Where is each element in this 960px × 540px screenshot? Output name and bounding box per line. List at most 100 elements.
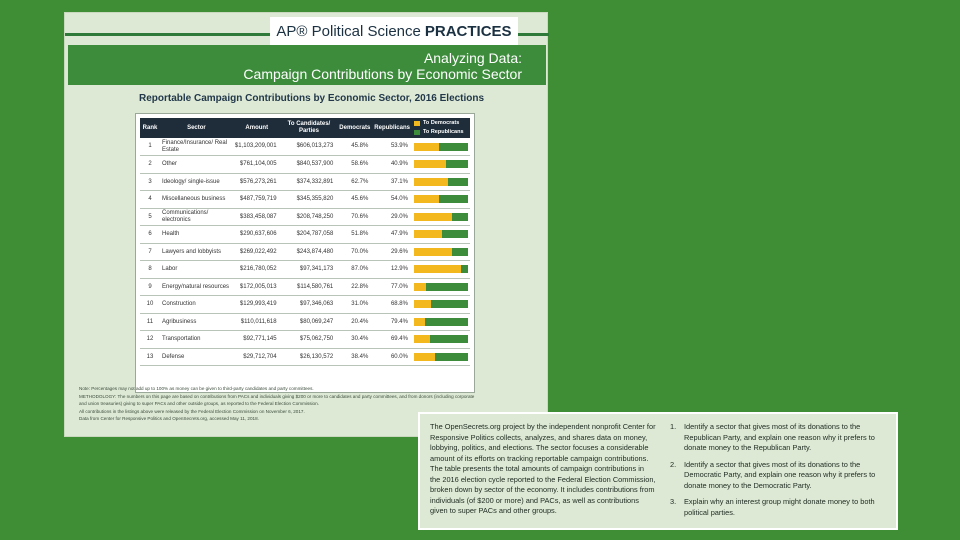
sector-cell: Lawyers and lobbyists	[160, 243, 233, 261]
question-text: Explain why an interest group might dona…	[684, 497, 875, 517]
question-text: Identify a sector that gives most of its…	[684, 459, 876, 490]
rep-bar-segment	[451, 247, 468, 256]
sector-cell: Finance/Insurance/ Real Estate	[160, 138, 233, 156]
table-row: 1 Finance/Insurance/ Real Estate $1,103,20…	[140, 138, 470, 156]
candidates-cell: $114,580,761	[280, 278, 338, 296]
split-bar-cell	[411, 330, 470, 349]
split-bar	[413, 317, 468, 326]
dem-bar-segment	[413, 317, 425, 326]
candidates-cell: $345,355,820	[280, 190, 338, 209]
chart-title: Reportable Campaign Contributions by Eco…	[139, 93, 485, 104]
split-bar-cell	[411, 155, 470, 174]
split-bar-cell	[411, 278, 470, 296]
split-bar	[413, 230, 468, 239]
candidates-cell: $374,332,891	[280, 173, 338, 191]
democrats-cell: 22.8%	[337, 278, 373, 296]
table-header-row: Rank Sector Amount To Candidates/ Partie…	[140, 118, 470, 138]
rank-cell: 3	[140, 173, 160, 191]
split-bar	[413, 195, 468, 204]
note-line: Data from Center for Responsive Politics…	[79, 416, 259, 422]
col-amount: Amount	[232, 118, 281, 138]
sector-cell: Transportation	[160, 330, 233, 349]
amount-cell: $172,005,013	[232, 278, 281, 296]
question-text: Identify a sector that gives most of its…	[684, 422, 875, 452]
democrats-cell: 51.8%	[337, 225, 373, 244]
table-row: 5 Communications/ electronics $383,458,087…	[140, 208, 470, 226]
republicans-cell: 40.9%	[372, 155, 412, 174]
title-band: Analyzing Data: Campaign Contributions b…	[68, 45, 546, 85]
rank-cell: 11	[140, 313, 160, 331]
table-row: 3 Ideology/ single-issue $576,273,261 $374,…	[140, 173, 470, 191]
band-line-1: Analyzing Data:	[423, 50, 522, 66]
table-row: 4 Miscellaneous business $487,759,719 $345,…	[140, 190, 470, 209]
rank-cell: 2	[140, 155, 160, 174]
dem-bar-segment	[413, 265, 461, 274]
question-number: 1.	[670, 422, 677, 431]
split-bar	[413, 142, 468, 151]
rank-cell: 13	[140, 348, 160, 366]
rank-cell: 10	[140, 295, 160, 314]
rep-bar-segment	[460, 265, 468, 274]
republicans-cell: 53.9%	[372, 138, 412, 156]
rep-bar-segment	[441, 230, 468, 239]
democrats-cell: 30.4%	[337, 330, 373, 349]
republicans-cell: 37.1%	[372, 173, 412, 191]
democrats-cell: 31.0%	[337, 295, 373, 314]
question-number: 2.	[670, 459, 677, 469]
col-democrats: Democrats	[337, 118, 373, 138]
candidates-cell: $606,013,273	[280, 138, 338, 156]
col-legend: To Democrats To Republicans	[411, 118, 470, 138]
candidates-cell: $208,748,250	[280, 208, 338, 226]
question-card: The OpenSecrets.org project by the indep…	[418, 412, 898, 530]
split-bar-cell	[411, 243, 470, 261]
rank-cell: 9	[140, 278, 160, 296]
legend-dem: To Democrats	[413, 120, 459, 127]
textbook-page: AP® Political Science PRACTICES Analyzin…	[64, 12, 549, 437]
split-bar	[413, 300, 468, 309]
rep-bar-segment	[452, 212, 468, 221]
dem-bar-segment	[413, 195, 439, 204]
candidates-cell: $204,787,058	[280, 225, 338, 244]
split-bar	[413, 212, 468, 221]
rep-bar-segment	[438, 142, 468, 151]
header-prefix: AP® Political Science	[276, 22, 421, 40]
dem-bar-segment	[413, 247, 452, 256]
sector-cell: Other	[160, 155, 233, 174]
split-bar	[413, 247, 468, 256]
candidates-cell: $97,346,063	[280, 295, 338, 314]
rep-bar-segment	[426, 282, 468, 291]
split-bar-cell	[411, 190, 470, 209]
split-bar	[413, 335, 468, 344]
table-row: 8 Labor $216,780,052 $97,341,173 87.0% 12.9%	[140, 260, 470, 279]
table-row: 11 Agribusiness $110,011,618 $80,069,247 20.…	[140, 313, 470, 331]
table-row: 9 Energy/natural resources $172,005,013 $11…	[140, 278, 470, 296]
legend: To Democrats To Republicans	[413, 120, 468, 136]
rank-cell: 8	[140, 260, 160, 279]
dem-bar-segment	[413, 142, 439, 151]
candidates-cell: $243,874,480	[280, 243, 338, 261]
sector-cell: Miscellaneous business	[160, 190, 233, 209]
split-bar	[413, 177, 468, 186]
amount-cell: $487,759,719	[232, 190, 281, 209]
sector-cell: Defense	[160, 348, 233, 366]
amount-cell: $290,637,606	[232, 225, 281, 244]
note-line: METHODOLOGY: The numbers on this page ar…	[79, 393, 475, 399]
dem-bar-segment	[413, 230, 442, 239]
republicans-cell: 29.0%	[372, 208, 412, 226]
rep-bar-segment	[430, 300, 468, 309]
republicans-cell: 29.6%	[372, 243, 412, 261]
table-row: 13 Defense $29,712,704 $26,130,572 38.4% 60.0…	[140, 348, 470, 366]
col-republicans: Republicans	[372, 118, 412, 138]
table-body: 1 Finance/Insurance/ Real Estate $1,103,20…	[140, 138, 470, 366]
republicans-cell: 68.8%	[372, 295, 412, 314]
rank-cell: 1	[140, 138, 160, 156]
card-paragraph: The OpenSecrets.org project by the indep…	[430, 422, 656, 515]
split-bar-cell	[411, 225, 470, 244]
split-bar-cell	[411, 173, 470, 191]
republicans-cell: 77.0%	[372, 278, 412, 296]
legend-rep: To Republicans	[413, 129, 464, 136]
split-bar	[413, 352, 468, 361]
sector-cell: Labor	[160, 260, 233, 279]
dem-bar-segment	[413, 160, 446, 169]
republicans-cell: 12.9%	[372, 260, 412, 279]
